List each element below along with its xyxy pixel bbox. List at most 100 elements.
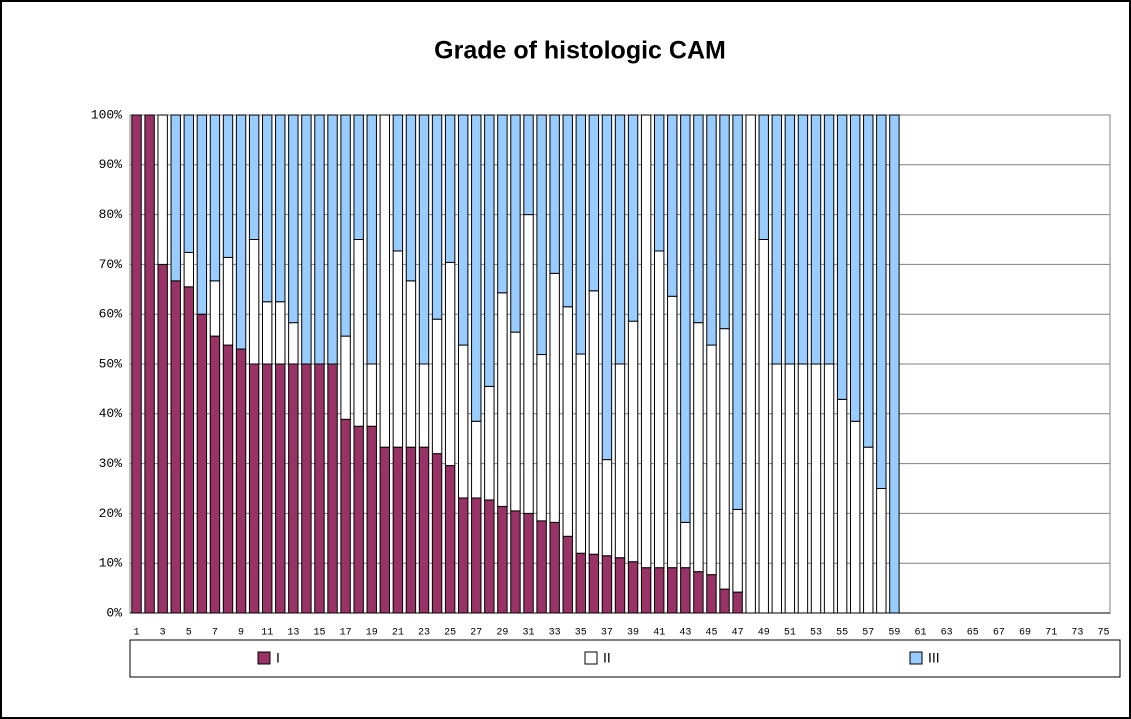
bar-segment bbox=[235, 348, 247, 614]
bar-segment bbox=[431, 318, 443, 455]
bar-segment bbox=[484, 114, 495, 387]
bar-segment bbox=[640, 567, 652, 614]
x-tick-label: 9 bbox=[238, 628, 244, 639]
bar-segment bbox=[366, 114, 377, 365]
bar-segment bbox=[235, 114, 247, 350]
bar-segment bbox=[379, 446, 391, 614]
x-tick-label: 43 bbox=[679, 628, 691, 639]
bar-segment bbox=[222, 256, 234, 346]
bar-segment bbox=[261, 363, 273, 614]
bar-segment bbox=[889, 114, 900, 614]
bar-segment bbox=[157, 263, 168, 614]
bar-segment bbox=[510, 331, 521, 512]
bar-segment bbox=[497, 114, 508, 294]
bar-segment bbox=[771, 363, 783, 614]
legend-label: II bbox=[603, 650, 611, 666]
x-tick-label: 45 bbox=[705, 628, 717, 639]
bar-segment bbox=[248, 239, 260, 365]
bar-segment bbox=[209, 280, 221, 337]
bar-segment bbox=[823, 363, 835, 614]
bar-segment bbox=[797, 114, 809, 365]
bar-segment bbox=[405, 114, 417, 282]
x-tick-label: 1 bbox=[134, 628, 140, 639]
bar-segment bbox=[706, 344, 717, 576]
bar-segment bbox=[601, 555, 613, 614]
x-tick-label: 37 bbox=[601, 628, 613, 639]
bar-segment bbox=[261, 114, 273, 303]
bar-segment bbox=[745, 114, 756, 614]
bar-segment bbox=[758, 239, 769, 614]
bar-segment bbox=[863, 114, 874, 448]
x-tick-label: 11 bbox=[261, 628, 273, 639]
bar-segment bbox=[418, 446, 430, 614]
x-tick-label: 65 bbox=[967, 628, 979, 639]
x-tick-label: 53 bbox=[810, 628, 822, 639]
bar-segment bbox=[706, 114, 717, 346]
x-tick-label: 29 bbox=[496, 628, 508, 639]
bar-segment bbox=[248, 114, 260, 240]
bar-segment bbox=[275, 363, 286, 614]
bar-segment bbox=[693, 114, 704, 324]
bar-segment bbox=[849, 114, 861, 422]
chart-title: Grade of histologic CAM bbox=[434, 37, 726, 65]
bar-segment bbox=[562, 306, 573, 537]
legend-swatch bbox=[257, 651, 271, 665]
bar-segment bbox=[288, 363, 299, 614]
bar-segment bbox=[784, 363, 796, 614]
bar-segment bbox=[497, 505, 508, 614]
y-tick-label: 90% bbox=[99, 157, 123, 172]
bar-segment bbox=[444, 465, 456, 614]
x-tick-label: 27 bbox=[470, 628, 482, 639]
bar-segment bbox=[849, 420, 861, 614]
x-tick-label: 17 bbox=[340, 628, 352, 639]
bar-segment bbox=[183, 251, 195, 288]
x-tick-label: 41 bbox=[653, 628, 665, 639]
bar-segment bbox=[301, 363, 312, 614]
bar-segment bbox=[275, 114, 286, 303]
bar-segment bbox=[876, 488, 887, 614]
bar-segment bbox=[379, 114, 391, 448]
bar-segment bbox=[523, 512, 534, 614]
legend-swatch bbox=[584, 651, 598, 665]
bar-segment bbox=[471, 114, 482, 422]
bar-segment bbox=[301, 114, 312, 365]
x-tick-label: 71 bbox=[1045, 628, 1057, 639]
bar-segment bbox=[680, 567, 691, 614]
bar-segment bbox=[549, 272, 560, 523]
bar-segment bbox=[575, 353, 587, 554]
bar-segment bbox=[183, 114, 195, 253]
bar-segment bbox=[614, 114, 626, 365]
bar-segment bbox=[353, 425, 364, 614]
bar-segment bbox=[549, 114, 560, 274]
x-tick-label: 31 bbox=[523, 628, 535, 639]
bar-segment bbox=[588, 553, 600, 614]
bar-segment bbox=[144, 114, 155, 614]
bar-segment bbox=[863, 446, 874, 614]
x-tick-label: 47 bbox=[732, 628, 744, 639]
x-tick-label: 7 bbox=[212, 628, 218, 639]
x-tick-label: 67 bbox=[993, 628, 1005, 639]
bar-segment bbox=[758, 114, 769, 240]
bar-segment bbox=[418, 363, 430, 448]
bar-segment bbox=[392, 114, 404, 252]
y-tick-label: 70% bbox=[99, 257, 123, 272]
bar-segment bbox=[222, 344, 234, 614]
bar-segment bbox=[784, 114, 796, 365]
x-tick-label: 51 bbox=[784, 628, 796, 639]
bar-segment bbox=[719, 114, 730, 330]
bar-segment bbox=[876, 114, 887, 489]
bar-segment bbox=[484, 499, 495, 614]
bar-segment bbox=[261, 301, 273, 365]
y-tick-label: 100% bbox=[91, 107, 122, 122]
legend-box bbox=[129, 639, 1121, 678]
bar-segment bbox=[248, 363, 260, 614]
bar-segment bbox=[575, 552, 587, 614]
bar-segment bbox=[431, 114, 443, 320]
bar-segment bbox=[457, 344, 469, 499]
bar-segment bbox=[523, 114, 534, 216]
bar-segment bbox=[170, 114, 181, 282]
bar-segment bbox=[392, 446, 404, 614]
y-tick-label: 30% bbox=[99, 456, 123, 471]
bar-segment bbox=[536, 114, 547, 356]
